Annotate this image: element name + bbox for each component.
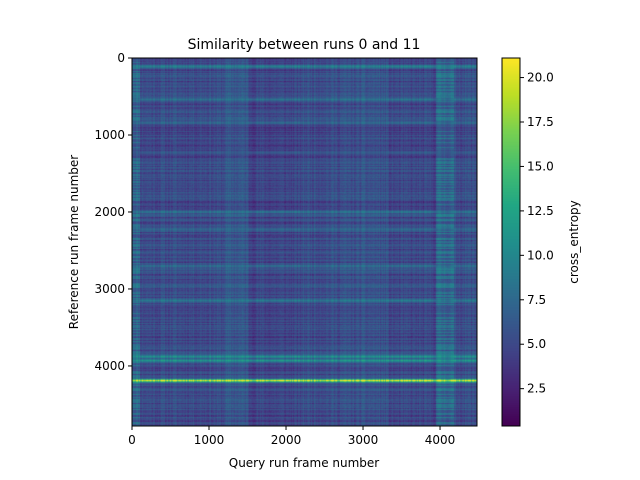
y-axis-label: Reference run frame number [67,155,81,330]
x-tick-label: 3000 [348,433,379,447]
heatmap-image [132,58,477,426]
x-tick-label: 2000 [271,433,302,447]
colorbar: 2.5 5.0 7.5 10.0 12.5 15.0 17.5 20.0 cross_entr… [501,57,581,427]
colorbar-tick-label: 15.0 [527,159,554,173]
plot-frame [131,57,478,427]
colorbar-gradient [502,58,520,426]
y-tick-label: 2000 [94,205,125,219]
colorbar-tick-label: 10.0 [527,248,554,262]
colorbar-tick-label: 5.0 [527,337,546,351]
colorbar-tick-label: 7.5 [527,293,546,307]
x-axis: 0 1000 2000 3000 4000 [128,426,455,447]
y-tick-label: 1000 [94,128,125,142]
y-tick-label: 0 [117,51,125,65]
y-tick-label: 3000 [94,282,125,296]
colorbar-tick-label: 2.5 [527,382,546,396]
heatmap-area [131,57,478,427]
colorbar-tick-label: 20.0 [527,71,554,85]
y-tick-label: 4000 [94,359,125,373]
chart-title: Similarity between runs 0 and 11 [188,37,421,53]
colorbar-tick-label: 17.5 [527,115,554,129]
x-axis-label: Query run frame number [229,456,380,470]
x-tick-label: 1000 [194,433,225,447]
colorbar-ticks: 2.5 5.0 7.5 10.0 12.5 15.0 17.5 20.0 [520,71,554,396]
x-tick-label: 0 [128,433,136,447]
colorbar-frame [501,57,521,427]
colorbar-label: cross_entropy [567,200,581,284]
y-axis: 0 1000 2000 3000 4000 [94,51,132,373]
x-tick-label: 4000 [425,433,456,447]
colorbar-tick-label: 12.5 [527,204,554,218]
